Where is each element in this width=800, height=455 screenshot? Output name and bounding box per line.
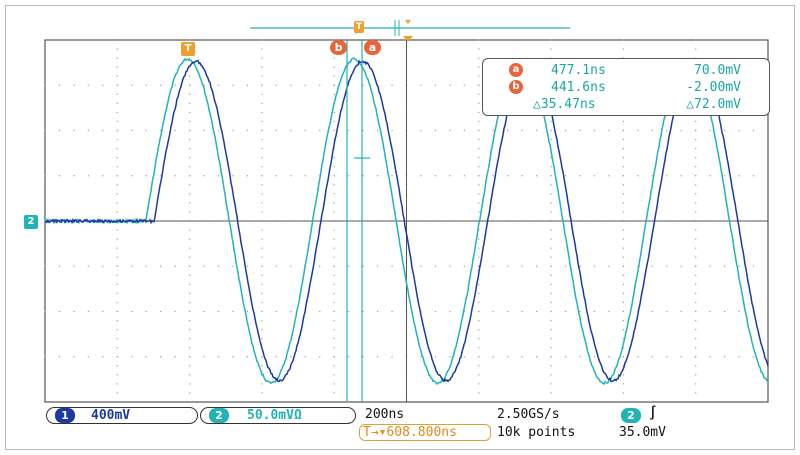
cursor-a-badge: a — [509, 63, 523, 77]
top-trigger-caret — [405, 20, 411, 24]
ch1-scale: 400mV — [91, 408, 131, 423]
ch1-badge: 1 — [55, 408, 75, 423]
ch2-ground-marker[interactable]: 2 — [24, 215, 38, 229]
trigger-position-marker[interactable] — [403, 36, 413, 42]
top-trigger-marker-icon[interactable]: T — [354, 21, 364, 33]
sample-rate: 2.50GS/s — [497, 407, 560, 422]
trigger-slope-icon[interactable]: ∫ — [649, 406, 657, 421]
cursor-b-voltage: -2.00mV — [686, 80, 741, 95]
ch2-scale: 50.0mVΩ — [247, 408, 302, 423]
ch1-waveform — [44, 59, 769, 383]
trigger-position: T→▾608.800ns — [363, 425, 457, 440]
trigger-position-readout[interactable]: T→▾608.800ns — [359, 424, 491, 441]
trigger-marker-icon[interactable]: T — [181, 42, 195, 56]
ch1-scale-readout[interactable]: 1 400mV — [46, 407, 198, 424]
ch2-waveform — [44, 57, 769, 386]
cursor-b-badge: b — [509, 80, 523, 94]
record-length: 10k points — [497, 425, 576, 440]
timebase-scale[interactable]: 200ns — [365, 407, 405, 422]
cursor-delta-voltage: △72.0mV — [686, 97, 741, 112]
record-position-bar[interactable] — [250, 20, 570, 36]
trigger-source-badge[interactable]: 2 — [621, 408, 641, 423]
cursor-a-voltage: 70.0mV — [694, 63, 741, 78]
cursor-delta-time: △35.47ns — [533, 97, 596, 112]
cursor-a-time: 477.1ns — [551, 63, 606, 78]
ch2-badge: 2 — [209, 408, 229, 423]
cursor-a-marker[interactable]: a — [364, 40, 381, 55]
cursor-b-time: 441.6ns — [551, 80, 606, 95]
cursor-b-marker[interactable]: b — [330, 40, 347, 55]
oscilloscope-frame — [5, 5, 795, 450]
ch2-scale-readout[interactable]: 2 50.0mVΩ — [200, 407, 356, 424]
cursor-readout-panel: a 477.1ns 70.0mV b 441.6ns -2.00mV △35.4… — [482, 58, 770, 116]
trigger-level: 35.0mV — [619, 425, 666, 440]
